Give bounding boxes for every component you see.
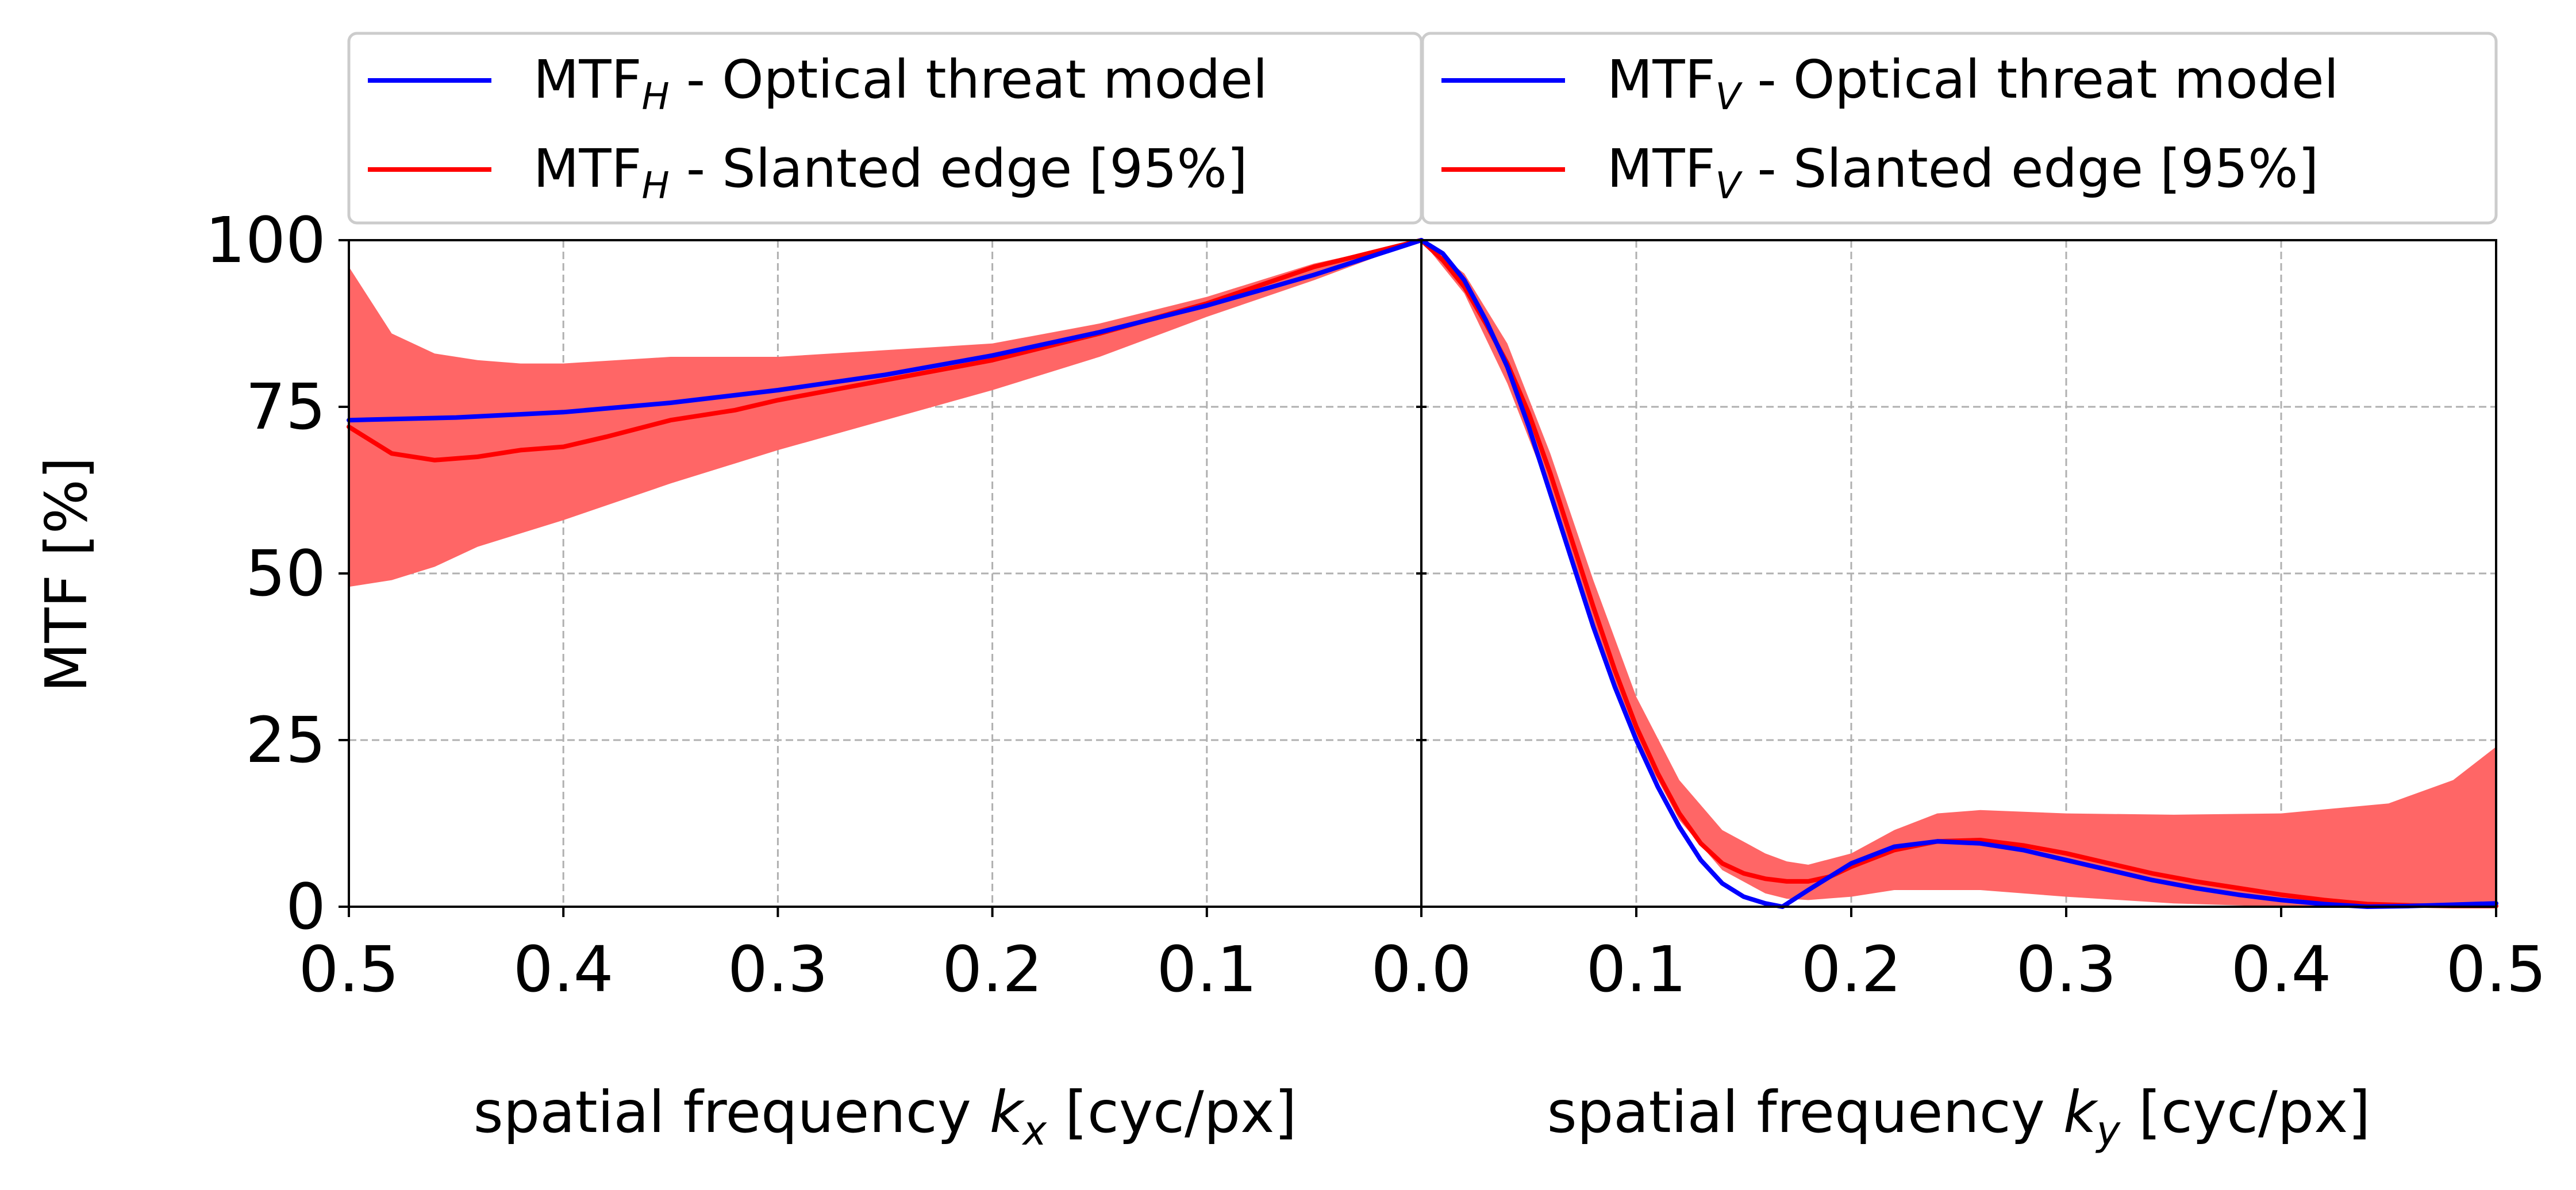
legend-left-entry-red: MTFH - Slanted edge [95%] — [533, 138, 1248, 207]
legend-right-entry-red: MTFV - Slanted edge [95%] — [1607, 138, 2319, 207]
y-tick-label-0: 0 — [286, 870, 326, 943]
right-confidence-band — [1421, 240, 2496, 907]
right-slanted-edge-line — [1419, 238, 2498, 908]
left-x-tick-label-0: 0.5 — [299, 933, 399, 1006]
y-axis-label: MTF [%] — [33, 457, 100, 692]
right-x-tick-label-4: 0.4 — [2231, 933, 2332, 1006]
x-axis-label-right: spatial frequency ky [cyc/px] — [1547, 1079, 2371, 1154]
left-series-layer — [347, 238, 1424, 463]
legend-right-frame — [1421, 32, 2498, 225]
y-tick-label-3: 75 — [245, 370, 326, 444]
right-x-tick-label-2: 0.2 — [1801, 933, 1902, 1006]
right-x-tick-label-5: 0.5 — [2446, 933, 2547, 1006]
legend-left: MTFH - Optical threat model MTFH - Slant… — [347, 32, 1423, 225]
y-tick-label-1: 25 — [245, 703, 326, 777]
left-confidence-band-layer — [349, 240, 1421, 587]
right-x-tick-label-3: 0.3 — [2016, 933, 2117, 1006]
panel-left: 0.5 0.4 0.3 0.2 0.1 0.0 0 25 50 75 100 — [205, 203, 1471, 1006]
legend-right-entry-blue: MTFV - Optical threat model — [1607, 49, 2339, 118]
panel-right: 0.0 0.1 0.2 0.3 0.4 0.5 — [1371, 238, 2547, 1006]
legend-left-entry-blue: MTFH - Optical threat model — [533, 49, 1267, 118]
y-tick-label-4: 100 — [205, 203, 326, 277]
right-x-tick-label-0: 0.0 — [1371, 933, 1472, 1006]
left-x-tick-label-2: 0.3 — [728, 933, 828, 1006]
left-x-tick-label-1: 0.4 — [513, 933, 614, 1006]
x-axis-label-left: spatial frequency kx [cyc/px] — [474, 1079, 1297, 1154]
left-confidence-band — [349, 240, 1421, 587]
right-axes: 0.0 0.1 0.2 0.3 0.4 0.5 — [1371, 239, 2547, 1006]
left-axes: 0.5 0.4 0.3 0.2 0.1 0.0 0 25 50 75 100 — [205, 203, 1471, 1006]
right-x-tick-label-1: 0.1 — [1586, 933, 1687, 1006]
legend-right: MTFV - Optical threat model MTFV - Slant… — [1421, 32, 2498, 225]
left-optical-threat-model-line — [347, 238, 1424, 423]
right-confidence-band-layer — [1421, 240, 2496, 907]
left-x-tick-label-4: 0.1 — [1156, 933, 1257, 1006]
left-x-tick-label-3: 0.2 — [942, 933, 1043, 1006]
left-x-tick-label-5: 0.0 — [1371, 933, 1472, 1006]
y-tick-label-2: 50 — [245, 537, 326, 610]
